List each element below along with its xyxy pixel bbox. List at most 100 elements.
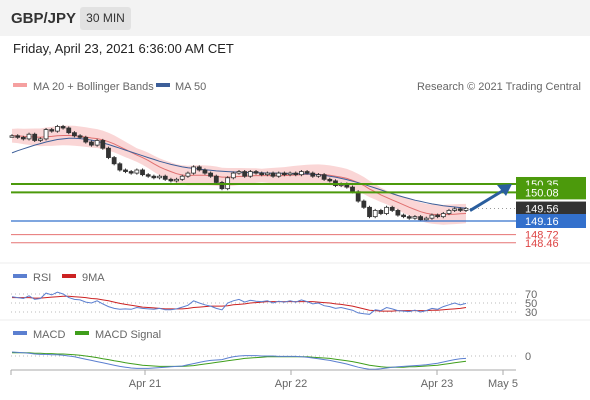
candle-body	[179, 175, 185, 180]
research-credit: Research © 2021 Trading Central	[417, 81, 581, 93]
candle-body	[60, 126, 66, 129]
candle-layer	[9, 124, 469, 222]
candle-body	[140, 169, 145, 176]
bollinger-legend-label: MA 20 + Bollinger Bands	[33, 81, 154, 93]
macd-signal-legend-swatch	[75, 331, 89, 335]
candle-body	[15, 135, 21, 138]
candle-body	[310, 172, 316, 177]
support-label: 148.46	[525, 238, 559, 250]
candle-body	[418, 216, 424, 221]
candle-body	[446, 210, 452, 214]
macd-zero-label: 0	[525, 351, 531, 363]
rsi-line	[11, 291, 467, 315]
candle-body	[100, 140, 106, 149]
candle-body	[406, 216, 412, 219]
candle-body	[299, 171, 304, 176]
x-axis-label: Apr 23	[421, 378, 453, 390]
candle-body	[106, 147, 111, 158]
candle-body	[384, 206, 389, 214]
candle-body	[304, 171, 310, 174]
x-axis-label: Apr 22	[275, 378, 307, 390]
forecast-arrow-head	[497, 183, 512, 196]
candle-body	[440, 213, 446, 218]
candle-body	[276, 172, 282, 177]
candle-body	[77, 135, 83, 138]
candle-body	[20, 136, 26, 140]
candle-body	[316, 174, 321, 177]
candle-body	[412, 216, 418, 219]
resistance-tag	[516, 185, 586, 200]
candle-body	[423, 217, 429, 221]
candle-body	[350, 186, 355, 193]
candle-body	[452, 208, 458, 211]
macd-line	[11, 351, 467, 370]
candle-body	[117, 163, 123, 171]
rsi-guide-label: 30	[525, 307, 537, 319]
support-label: 148.72	[525, 230, 559, 242]
candle-body	[395, 210, 401, 216]
candle-body	[281, 172, 287, 176]
candle-body	[208, 172, 214, 177]
candle-body	[168, 178, 174, 182]
candle-body	[94, 140, 100, 146]
candle-body	[429, 214, 435, 219]
last-price-tag	[516, 201, 586, 216]
rsi-legend-swatch	[13, 274, 27, 278]
candle-body	[327, 178, 333, 182]
candle-body	[157, 175, 162, 179]
candle-body	[9, 135, 15, 138]
macd-layer: 0	[11, 351, 531, 370]
candle-body	[435, 214, 441, 218]
resistance-label: 150.08	[525, 187, 559, 199]
candle-body	[372, 210, 378, 218]
candle-body	[287, 172, 293, 176]
ma50-legend-label: MA 50	[175, 81, 206, 93]
candle-body	[236, 171, 242, 174]
candle-body	[111, 157, 117, 165]
candle-body	[185, 172, 191, 177]
candle-body	[55, 126, 60, 132]
candle-body	[378, 210, 384, 214]
last-price-label: 149.56	[525, 204, 559, 216]
candle-body	[270, 172, 276, 177]
macd-legend-swatch	[13, 331, 27, 335]
candle-body	[145, 174, 151, 177]
candle-body	[219, 182, 225, 190]
x-axis-labels: Apr 21 Apr 22 Apr 23 May 5	[10, 370, 518, 390]
candle-body	[128, 171, 134, 174]
candle-body	[213, 175, 219, 183]
candle-body	[259, 172, 265, 176]
timeframe-button[interactable]: 30 MIN	[80, 7, 131, 30]
rsi-guide-label: 50	[525, 298, 537, 310]
candle-body	[361, 200, 367, 208]
x-axis-label: May 5	[488, 378, 518, 390]
x-axis-label: Apr 21	[129, 378, 161, 390]
candle-body	[151, 175, 157, 179]
macd-legend-label: MACD	[33, 329, 65, 341]
candle-body	[293, 172, 299, 176]
candle-body	[457, 208, 463, 211]
candle-body	[37, 138, 43, 141]
timestamp: Friday, April 23, 2021 6:36:00 AM CET	[13, 41, 234, 56]
candle-body	[321, 174, 327, 180]
candle-body	[89, 141, 94, 146]
candle-body	[367, 206, 372, 218]
candle-body	[26, 133, 32, 140]
pivot-tag	[516, 214, 586, 228]
candle-body	[191, 166, 197, 174]
candle-body	[247, 171, 253, 177]
ma50-legend-swatch	[156, 83, 170, 87]
candle-body	[389, 206, 395, 211]
forecast-arrow-shaft	[469, 188, 505, 212]
rsi-ma-legend-label: 9MA	[82, 272, 105, 284]
rsi-guide-label: 70	[525, 289, 537, 301]
macd-signal-line	[12, 352, 467, 368]
rsi-legend-label: RSI	[33, 272, 51, 284]
candle-body	[174, 178, 179, 182]
candle-body	[134, 169, 140, 174]
candle-body	[202, 169, 208, 174]
pivot-label: 149.16	[525, 216, 559, 228]
